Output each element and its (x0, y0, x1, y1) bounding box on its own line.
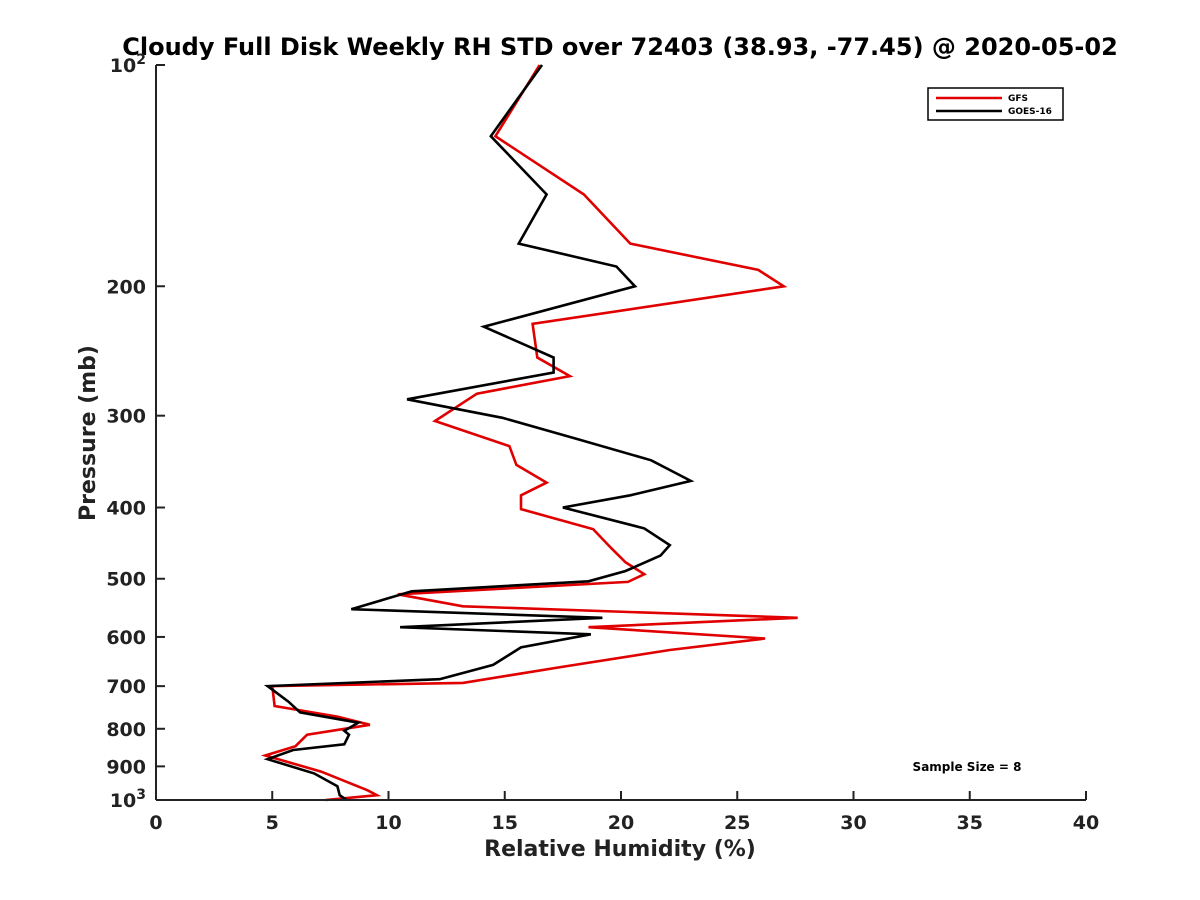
x-tick-label: 0 (149, 812, 162, 834)
y-tick-label: 500 (106, 569, 146, 591)
y-tick-label: 700 (106, 676, 146, 698)
chart-title: Cloudy Full Disk Weekly RH STD over 7240… (122, 33, 1118, 61)
y-tick-label: 900 (106, 756, 146, 778)
y-tick-label: 102 (110, 52, 146, 77)
x-tick-label: 20 (608, 812, 634, 834)
legend-box (927, 87, 1064, 121)
y-axis-label: Pressure (mb) (76, 345, 101, 521)
x-tick-label: 5 (266, 812, 279, 834)
y-tick-label: 600 (106, 627, 146, 649)
x-tick-label: 40 (1073, 812, 1099, 834)
series-line-goes-16 (263, 64, 695, 802)
y-tick-label: 400 (106, 498, 146, 520)
legend: GFS GOES-16 (927, 87, 1064, 121)
y-tick-label: 200 (106, 276, 146, 298)
axes-layer: 0 5 10 15 20 25 30 35 40 102 200 300 400 500 600 700 800… (106, 52, 1099, 834)
y-tick-label: 103 (110, 787, 146, 812)
x-axis-label: Relative Humidity (%) (484, 837, 756, 862)
y-tick-label: 300 (106, 406, 146, 428)
y-tick-label: 800 (106, 719, 146, 741)
x-tick-label: 25 (724, 812, 750, 834)
sample-size-annotation: Sample Size = 8 (913, 760, 1022, 774)
x-tick-label: 15 (492, 812, 518, 834)
series-layer (260, 64, 798, 802)
legend-label: GFS (1008, 94, 1028, 104)
legend-label: GOES-16 (1008, 107, 1052, 117)
x-tick-label: 35 (957, 812, 983, 834)
x-tick-label: 10 (375, 812, 401, 834)
series-line-gfs (260, 64, 798, 802)
x-tick-label: 30 (840, 812, 866, 834)
